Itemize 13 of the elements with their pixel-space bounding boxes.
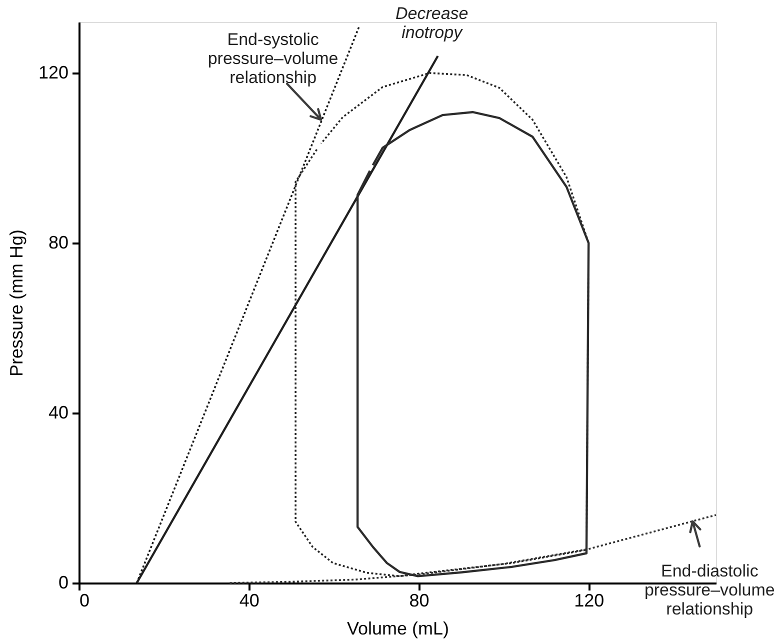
- annotation: Decrease inotropy: [395, 4, 468, 42]
- y-tick-label: 40: [48, 402, 68, 422]
- x-tick-label: 80: [409, 590, 430, 610]
- annotation: End-diastolic pressure–volume relationship: [644, 561, 775, 618]
- y-axis-title: Pressure (mm Hg): [6, 229, 26, 377]
- annotation: End-systolic pressure–volume relationship: [208, 30, 338, 87]
- y-tick-label: 80: [48, 232, 68, 252]
- x-axis-title: Volume (mL): [346, 618, 450, 638]
- y-tick-label: 120: [38, 62, 68, 82]
- x-tick-label: 40: [239, 590, 260, 610]
- x-tick-label: 120: [574, 590, 604, 610]
- y-tick-label: 0: [58, 572, 68, 592]
- x-tick-label: 0: [80, 590, 90, 610]
